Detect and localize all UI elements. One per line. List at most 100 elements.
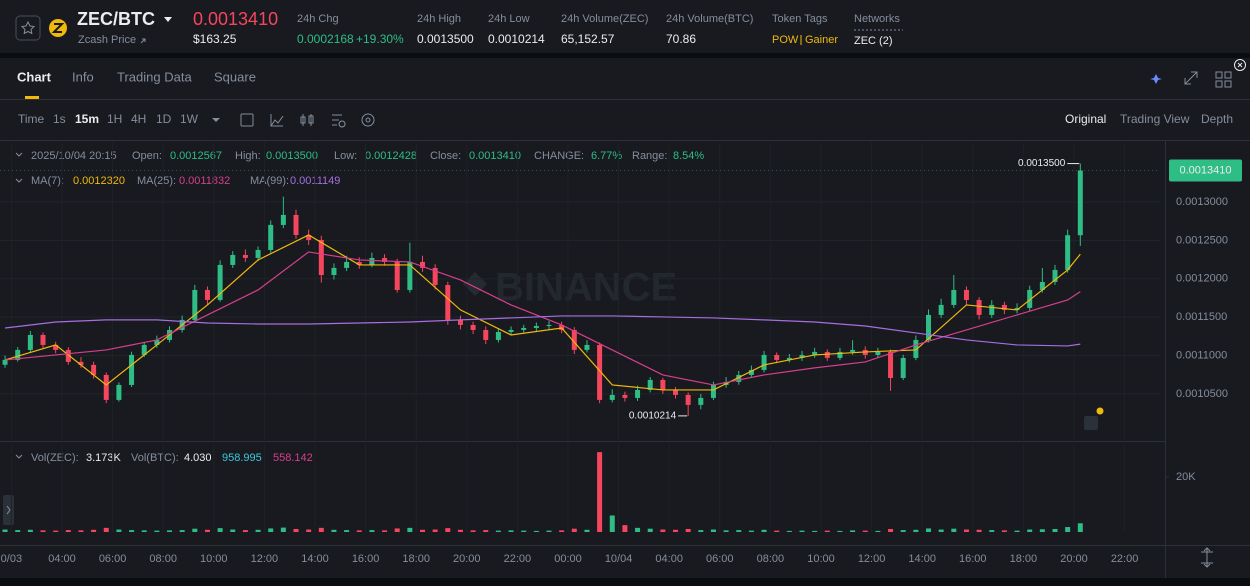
candle-body (445, 284, 451, 320)
volume-bar (888, 528, 894, 532)
token-tag[interactable]: Gainer (805, 34, 838, 46)
expand-icon[interactable] (1184, 71, 1198, 85)
symbol-caret[interactable] (164, 17, 172, 22)
x-tick-label: 14:00 (301, 553, 329, 565)
tab[interactable]: Info (72, 69, 94, 84)
candle-body (685, 394, 691, 405)
candle-body (647, 379, 653, 390)
legend-toggle[interactable] (15, 454, 23, 459)
symbol[interactable]: ZEC/BTC (77, 9, 155, 29)
candle-icon[interactable] (300, 114, 314, 126)
candle-body (913, 339, 919, 358)
coin-name[interactable]: Zcash Price (78, 34, 136, 46)
volume-bar (91, 529, 97, 532)
x-tick-label: 18:00 (1010, 553, 1038, 565)
indicator-icon[interactable] (270, 114, 284, 127)
stat-value: 0.0002168 (297, 32, 354, 46)
candle-body (812, 351, 818, 355)
view-option[interactable]: Trading View (1120, 112, 1190, 126)
interval[interactable]: 1D (156, 112, 172, 126)
x-tick-label: 06:00 (99, 553, 127, 565)
ma-line (4, 315, 1081, 347)
candle-body (116, 384, 122, 400)
interval[interactable]: 1s (53, 112, 66, 126)
close-icon (1237, 62, 1243, 68)
legend-datetime: 2025/10/04 20:15 (31, 150, 117, 162)
interval[interactable]: 4H (131, 112, 146, 126)
notice-icon[interactable] (1084, 416, 1098, 430)
volume-bar (799, 530, 805, 532)
volume-bar (192, 528, 198, 532)
volume-bar (432, 529, 438, 532)
view-option[interactable]: Depth (1201, 112, 1233, 126)
candle-body (786, 357, 792, 360)
interval-caret[interactable] (212, 118, 220, 122)
volume-bar (382, 530, 388, 532)
candle-body (53, 344, 59, 350)
volume-bar (280, 527, 286, 532)
vol-ma-value: 558.142 (273, 452, 313, 464)
volume-bar (824, 530, 830, 532)
interval[interactable]: 1W (180, 112, 199, 126)
interval[interactable]: 1H (107, 112, 122, 126)
close-button[interactable] (1234, 59, 1246, 71)
token-tag[interactable]: POW (772, 34, 799, 46)
view-option[interactable]: Original (1065, 112, 1106, 126)
volume-bar (584, 529, 590, 532)
interval[interactable]: Time (18, 112, 45, 126)
candle-body (951, 289, 957, 305)
legend-toggle[interactable] (15, 152, 23, 157)
volume-bar (698, 530, 704, 532)
candle-body (331, 267, 337, 275)
y-tick-label: 0.0012500 (1176, 234, 1228, 246)
stat-value[interactable]: ZEC (2) (854, 35, 893, 47)
volume-bar (748, 530, 754, 532)
interval[interactable]: 15m (75, 112, 99, 126)
volume-bar (761, 529, 767, 532)
favorite-button[interactable] (15, 15, 41, 41)
tab[interactable]: Square (214, 69, 256, 84)
volume-bar (141, 530, 147, 532)
candle-body (293, 214, 299, 235)
candle-body (837, 351, 843, 358)
x-tick-label: 22:00 (1111, 553, 1139, 565)
volume-bar (673, 529, 679, 532)
vol-label: Vol(BTC): (131, 452, 179, 464)
ma-label: MA(7): (31, 175, 64, 187)
tab[interactable]: Chart (17, 69, 52, 84)
vol-value: 3.173K (86, 452, 122, 464)
volume-bar (356, 530, 362, 532)
stat-label: 24h Volume(ZEC) (561, 13, 648, 25)
candle-body (103, 374, 109, 400)
volume-bar (862, 530, 868, 532)
x-tick-label: 18:00 (402, 553, 430, 565)
candle-body (407, 261, 413, 290)
tab[interactable]: Trading Data (117, 69, 192, 84)
volume-bar (230, 529, 236, 532)
candle-body (597, 344, 603, 400)
settings-core (365, 117, 371, 123)
volume-bar (951, 528, 957, 532)
axis-fit-icon[interactable] (1201, 547, 1213, 568)
volume-bar (445, 528, 451, 532)
settings-list-icon[interactable] (332, 114, 346, 128)
volume-bar (154, 530, 160, 532)
legend-label: Range: (632, 150, 667, 162)
volume-bar (2, 529, 8, 532)
ma-value: 0.0011832 (179, 175, 230, 187)
ma-label: MA(25): (137, 175, 176, 187)
settings-icon[interactable] (361, 113, 375, 127)
ai-icon[interactable] (1150, 74, 1162, 84)
volume-bar (369, 530, 375, 532)
ma-line (5, 251, 1081, 386)
calendar-icon[interactable] (240, 113, 254, 127)
stat-change: +19.30% (356, 32, 404, 46)
layout-icon[interactable] (1215, 71, 1232, 88)
volume-bar (331, 529, 337, 532)
volume-bar (242, 530, 248, 532)
side-handle[interactable] (3, 495, 14, 525)
volume-bar (913, 529, 919, 532)
legend-toggle[interactable] (15, 178, 23, 183)
volume-bar (875, 530, 881, 532)
candle-body (27, 334, 33, 350)
